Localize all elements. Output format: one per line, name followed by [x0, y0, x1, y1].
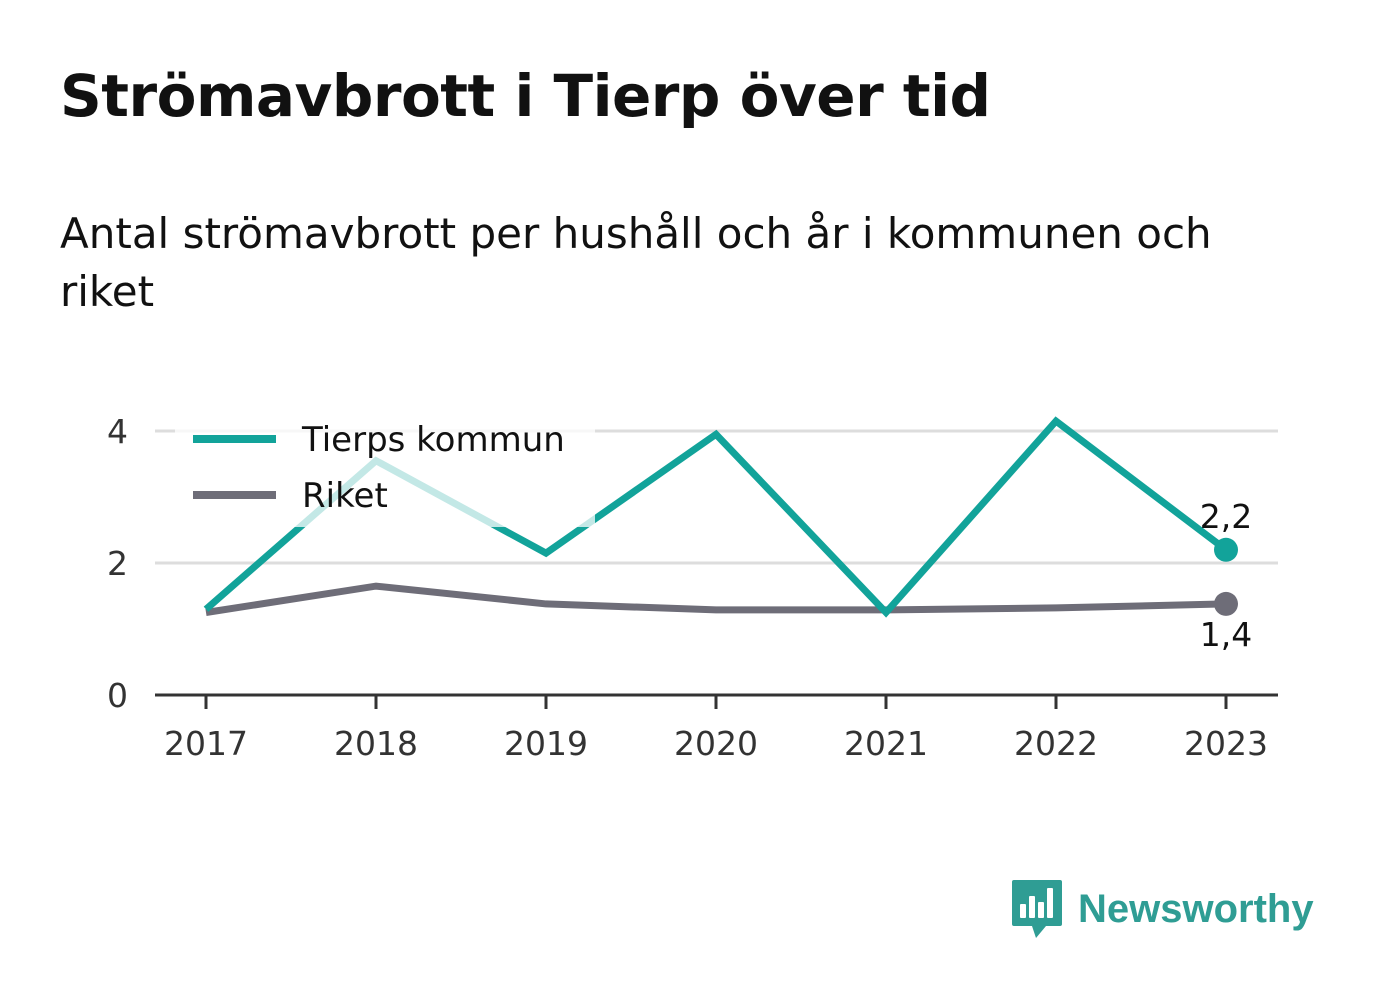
- legend-label: Riket: [302, 476, 388, 516]
- y-tick-label: 0: [107, 676, 128, 715]
- legend-label: Tierps kommun: [301, 420, 565, 460]
- y-axis-ticks: 0 2 4: [107, 412, 128, 715]
- legend-background: [175, 412, 595, 527]
- y-tick-label: 2: [107, 544, 128, 583]
- series-line-riket: [205, 582, 1227, 616]
- x-tick-label: 2023: [1184, 724, 1268, 763]
- legend: Tierps kommun Riket: [175, 412, 595, 527]
- x-tick-label: 2022: [1014, 724, 1098, 763]
- x-tick-label: 2020: [674, 724, 758, 763]
- newsworthy-logo-icon: [1012, 880, 1062, 938]
- series-end-point: [1214, 591, 1238, 616]
- x-tick-label: 2018: [334, 724, 418, 763]
- chart-subtitle: Antal strömavbrott per hushåll och år i …: [60, 209, 1212, 316]
- x-tick-label: 2017: [164, 724, 248, 763]
- newsworthy-logo-text: Newsworthy: [1078, 886, 1314, 931]
- end-labels: 2,2 1,4: [1200, 497, 1252, 654]
- x-axis: 2017 2018 2019 2020 2021 2022 2023: [155, 693, 1278, 763]
- newsworthy-logo: Newsworthy: [1010, 878, 1314, 940]
- series-end-point: [1214, 537, 1238, 562]
- y-tick-label: 4: [107, 412, 128, 451]
- chart-title: Strömavbrott i Tierp över tid: [60, 62, 991, 130]
- x-tick-label: 2021: [844, 724, 928, 763]
- end-value-label: 2,2: [1200, 497, 1252, 536]
- end-value-label: 1,4: [1200, 615, 1252, 654]
- x-tick-label: 2019: [504, 724, 588, 763]
